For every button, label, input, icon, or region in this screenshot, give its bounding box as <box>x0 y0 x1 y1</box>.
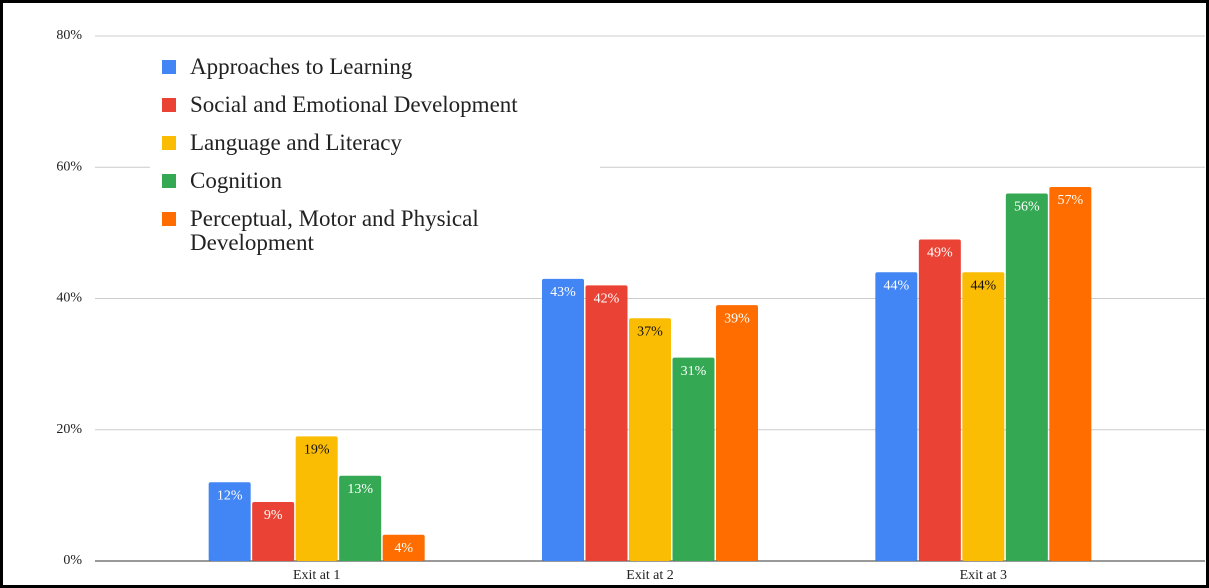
y-tick-label: 0% <box>63 553 82 568</box>
legend-label: Approaches to Learning <box>190 54 413 79</box>
bar <box>339 475 382 561</box>
value-label: 43% <box>550 285 576 300</box>
bar <box>542 278 584 561</box>
bar <box>1049 186 1092 561</box>
y-tick-label: 80% <box>56 28 82 43</box>
y-tick-label: 60% <box>56 159 82 174</box>
value-label: 19% <box>304 443 330 458</box>
x-tick-label: Exit at 2 <box>626 568 673 583</box>
bar <box>1005 193 1048 561</box>
value-label: 44% <box>883 278 909 293</box>
value-label: 12% <box>217 488 243 503</box>
bar <box>382 534 425 561</box>
value-label: 37% <box>637 324 663 339</box>
legend-item: Perceptual, Motor and Physical Developme… <box>162 207 600 255</box>
value-label: 4% <box>394 541 413 556</box>
value-label: 39% <box>724 311 750 326</box>
value-label: 49% <box>927 246 953 261</box>
bar <box>295 436 338 561</box>
bar <box>672 357 715 561</box>
bar <box>629 318 671 561</box>
bar <box>875 272 918 561</box>
x-tick-label: Exit at 3 <box>960 568 1007 583</box>
legend-item: Social and Emotional Development <box>162 93 600 117</box>
value-label: 9% <box>264 508 283 523</box>
value-label: 13% <box>347 482 373 497</box>
legend: Approaches to Learning Social and Emotion… <box>150 55 600 270</box>
bar <box>716 305 758 561</box>
value-label: 57% <box>1057 193 1083 208</box>
x-tick-label: Exit at 1 <box>293 568 340 583</box>
legend-item: Approaches to Learning <box>162 55 600 79</box>
legend-label: Social and Emotional Development <box>190 92 518 117</box>
value-label: 56% <box>1014 200 1040 215</box>
bar <box>208 482 251 561</box>
bar <box>962 272 1005 561</box>
legend-label: Cognition <box>190 168 283 193</box>
legend-swatch <box>162 174 176 188</box>
y-tick-label: 20% <box>56 422 82 437</box>
legend-item: Cognition <box>162 169 600 193</box>
legend-swatch <box>162 212 176 226</box>
legend-item: Language and Literacy <box>162 131 600 155</box>
legend-swatch <box>162 98 176 112</box>
bar <box>585 285 628 561</box>
y-tick-label: 40% <box>56 291 82 306</box>
legend-swatch <box>162 136 176 150</box>
value-label: 44% <box>970 278 996 293</box>
legend-label: Language and Literacy <box>190 130 402 155</box>
value-label: 42% <box>594 292 620 307</box>
bar <box>252 501 295 561</box>
bar <box>918 239 961 561</box>
legend-label: Perceptual, Motor and Physical Developme… <box>190 206 479 255</box>
value-label: 31% <box>681 364 707 379</box>
legend-swatch <box>162 60 176 74</box>
